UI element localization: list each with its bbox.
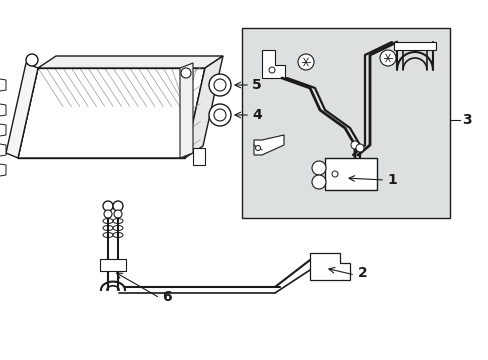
Text: 4: 4 [251, 108, 261, 122]
Text: 5: 5 [251, 78, 261, 92]
Polygon shape [0, 162, 6, 178]
Polygon shape [309, 253, 349, 280]
Circle shape [181, 68, 191, 78]
Circle shape [311, 161, 325, 175]
Polygon shape [100, 259, 126, 271]
Circle shape [208, 74, 230, 96]
Polygon shape [262, 50, 285, 78]
Circle shape [114, 210, 122, 218]
Circle shape [104, 210, 112, 218]
Polygon shape [38, 56, 223, 68]
Circle shape [255, 145, 260, 150]
Circle shape [26, 54, 38, 66]
Circle shape [350, 141, 358, 149]
Polygon shape [193, 148, 204, 165]
Polygon shape [180, 63, 193, 158]
Circle shape [355, 144, 363, 152]
Circle shape [214, 79, 225, 91]
Circle shape [379, 50, 395, 66]
Text: 2: 2 [357, 266, 367, 280]
Polygon shape [6, 63, 38, 158]
Circle shape [268, 67, 274, 73]
Polygon shape [0, 122, 6, 138]
Text: 3: 3 [461, 113, 470, 127]
Polygon shape [253, 135, 284, 155]
Polygon shape [242, 28, 449, 218]
Polygon shape [325, 158, 376, 190]
Polygon shape [0, 102, 6, 118]
Circle shape [311, 175, 325, 189]
Circle shape [214, 109, 225, 121]
Text: 6: 6 [162, 290, 171, 304]
Circle shape [103, 201, 113, 211]
Polygon shape [0, 77, 6, 93]
Circle shape [208, 104, 230, 126]
Polygon shape [0, 142, 6, 158]
Polygon shape [18, 68, 204, 158]
Circle shape [331, 171, 337, 177]
Text: 1: 1 [386, 173, 396, 187]
Circle shape [297, 54, 313, 70]
Polygon shape [393, 42, 435, 50]
Polygon shape [184, 56, 223, 158]
Circle shape [113, 201, 123, 211]
